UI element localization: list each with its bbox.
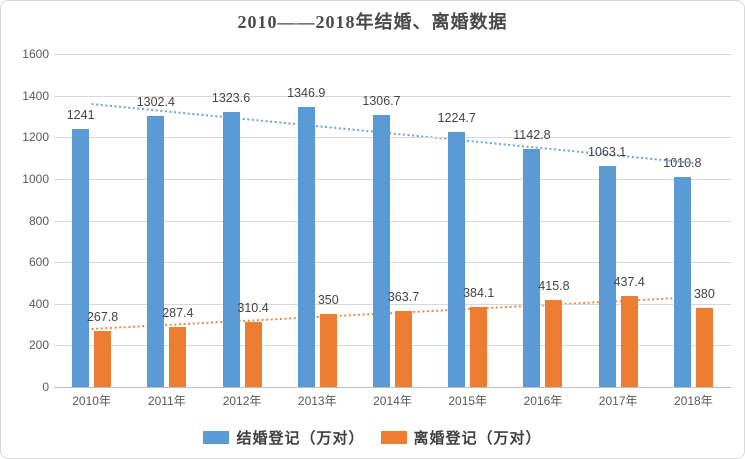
divorce-value-label: 363.7 xyxy=(387,290,420,305)
x-tick-label: 2016年 xyxy=(523,394,563,408)
y-tick-label: 1200 xyxy=(22,130,49,145)
divorce-bar xyxy=(244,322,262,387)
gridline xyxy=(54,54,731,55)
y-tick-label: 1000 xyxy=(22,171,49,186)
x-tick-label: 2012年 xyxy=(222,394,262,408)
trendlines-layer xyxy=(91,103,694,330)
x-tick-label: 2014年 xyxy=(373,394,412,408)
marriage-value-label: 1241 xyxy=(66,107,95,122)
x-tick-label: 2010年 xyxy=(72,394,111,408)
gridline xyxy=(54,345,731,347)
legend-item-divorce: 离婚登记（万对） xyxy=(380,427,542,448)
y-tick-label: 200 xyxy=(28,338,49,353)
marriage-bar xyxy=(72,128,90,387)
marriage-bar xyxy=(222,111,240,387)
marriage-legend-swatch-icon xyxy=(203,431,230,444)
divorce-bar xyxy=(695,307,713,387)
marriage-bar xyxy=(147,115,165,387)
divorce-value-label: 380 xyxy=(693,286,715,301)
divorce-legend-swatch-icon xyxy=(380,431,407,444)
gridline xyxy=(54,137,731,139)
marriage-bar xyxy=(673,176,691,387)
divorce-value-label: 267.8 xyxy=(86,310,119,325)
divorce-value-label: 310.4 xyxy=(237,301,269,316)
divorce-bar xyxy=(395,311,412,387)
divorce-value-label: 384.1 xyxy=(463,286,495,301)
y-tick-label: 1600 xyxy=(22,47,49,61)
divorce-value-label: 437.4 xyxy=(613,274,645,289)
x-tick-label: 2011年 xyxy=(147,394,186,408)
divorce-value-label: 350 xyxy=(317,293,339,308)
marriage-bar xyxy=(598,165,616,387)
legend: 结婚登记（万对） 离婚登记（万对） xyxy=(1,427,744,448)
marriage-value-label: 1346.9 xyxy=(287,85,326,100)
divorce-bar xyxy=(94,331,112,387)
divorce-bar xyxy=(620,295,638,387)
y-tick-label: 400 xyxy=(28,296,49,311)
gridline xyxy=(54,262,731,264)
plot-area: 1241 267.8 1302.4 287.4 1323.6 310.4 1346.9 350… xyxy=(54,54,731,388)
legend-label: 结婚登记（万对） xyxy=(236,431,365,447)
marriage-value-label: 1063.1 xyxy=(588,144,627,159)
divorce-bar xyxy=(470,307,488,387)
gridline xyxy=(54,303,731,305)
gridline xyxy=(54,178,731,180)
x-tick-label: 2018年 xyxy=(674,394,713,408)
chart-title: 2010——2018年结婚、离婚数据 xyxy=(237,12,508,32)
marriage-value-label: 1302.4 xyxy=(136,94,175,109)
marriage-bar xyxy=(448,132,466,387)
divorce-trendline xyxy=(91,296,694,330)
y-tick-label: 800 xyxy=(28,213,49,228)
y-tick-label: 0 xyxy=(42,380,49,394)
marriage-bar xyxy=(297,106,315,387)
divorce-value-label: 287.4 xyxy=(162,306,194,321)
legend-label: 离婚登记（万对） xyxy=(413,431,542,447)
x-tick-label: 2017年 xyxy=(598,394,638,408)
marriage-value-label: 1224.7 xyxy=(437,111,476,126)
marriage-bar xyxy=(373,115,390,387)
gridline xyxy=(54,95,731,97)
y-tick-label: 1400 xyxy=(22,88,49,103)
marriage-value-label: 1323.6 xyxy=(211,90,251,105)
marriage-bar xyxy=(523,149,541,387)
gridline xyxy=(54,220,731,222)
y-tick-label: 600 xyxy=(28,255,49,270)
x-axis-line xyxy=(54,387,731,388)
marriage-value-label: 1010.8 xyxy=(663,155,702,170)
marriage-value-label: 1306.7 xyxy=(362,94,401,109)
x-tick-label: 2013年 xyxy=(297,394,337,408)
legend-item-marriage: 结婚登记（万对） xyxy=(203,427,364,448)
marriage-value-label: 1142.8 xyxy=(513,128,551,143)
divorce-bar xyxy=(169,327,187,387)
divorce-bar xyxy=(545,300,563,387)
divorce-value-label: 415.8 xyxy=(538,279,570,294)
divorce-bar xyxy=(319,314,337,387)
x-tick-label: 2015年 xyxy=(448,394,488,408)
